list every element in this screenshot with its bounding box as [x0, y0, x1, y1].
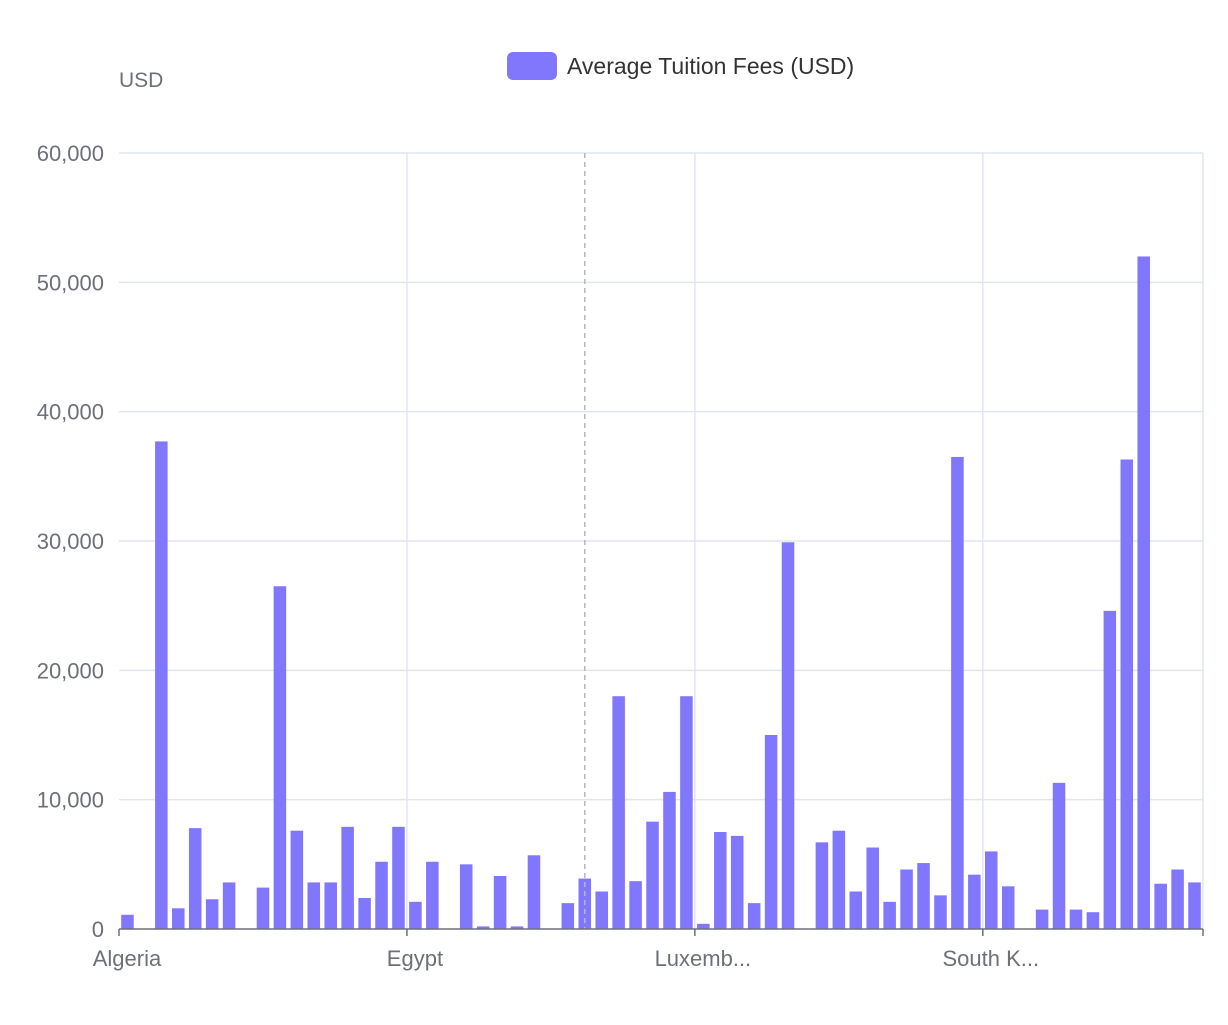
bar: [273, 586, 287, 929]
bar: [307, 882, 321, 929]
bar: [205, 899, 219, 929]
bar: [1103, 610, 1117, 929]
bar: [341, 826, 354, 929]
bar: [663, 791, 676, 929]
bar: [290, 830, 304, 929]
bar: [815, 842, 829, 929]
bar: [392, 826, 405, 929]
bar: [561, 903, 575, 929]
bar: [917, 863, 930, 929]
bar: [730, 835, 744, 929]
bar: [1069, 909, 1083, 929]
y-tick-label: 40,000: [37, 400, 104, 425]
x-tick-label: Algeria: [93, 946, 162, 971]
bar: [409, 901, 422, 929]
legend-label: Average Tuition Fees (USD): [567, 52, 855, 79]
bar: [172, 908, 185, 929]
bar: [375, 861, 388, 929]
bar: [1035, 909, 1049, 929]
bar: [832, 830, 846, 929]
bar: [595, 891, 608, 929]
bar: [188, 828, 202, 929]
bar: [1188, 882, 1201, 929]
bar: [900, 869, 913, 929]
bar: [1001, 886, 1015, 929]
bar: [1171, 869, 1184, 929]
bar: [714, 832, 727, 929]
y-tick-label: 30,000: [37, 529, 104, 554]
legend[interactable]: Average Tuition Fees (USD): [507, 50, 854, 82]
bar: [764, 735, 778, 929]
bar: [747, 903, 761, 929]
bar: [1052, 782, 1066, 929]
bar: [1086, 912, 1100, 929]
y-tick-label: 20,000: [37, 658, 104, 683]
bar: [883, 901, 896, 929]
y-tick-label: 10,000: [37, 788, 104, 813]
bar: [476, 926, 490, 929]
bar: [426, 861, 439, 929]
bar: [222, 882, 236, 929]
x-tick-label: South K...: [943, 946, 1040, 971]
bar: [1154, 883, 1167, 929]
bar: [697, 923, 710, 929]
bar: [680, 696, 693, 929]
bar: [155, 441, 168, 929]
bar: [459, 864, 473, 929]
y-axis-unit-label: USD: [119, 69, 164, 92]
bar: [934, 895, 947, 929]
bar: [985, 851, 998, 929]
y-tick-label: 60,000: [37, 141, 104, 166]
bar: [866, 847, 879, 929]
bar: [612, 696, 625, 929]
bar: [629, 881, 642, 929]
bar: [358, 897, 371, 929]
bar: [493, 875, 507, 929]
bar: [951, 456, 964, 929]
y-tick-label: 50,000: [37, 270, 104, 295]
bar: [849, 891, 863, 929]
x-tick-label: Luxemb...: [655, 946, 752, 971]
bar: [510, 926, 524, 929]
bar: [781, 542, 795, 929]
bar: [646, 821, 659, 929]
bar: [1120, 459, 1134, 929]
legend-swatch: [507, 52, 557, 80]
bar: [324, 882, 337, 929]
bar: [121, 914, 134, 929]
bar: [527, 855, 541, 929]
bar: [1137, 256, 1150, 929]
x-tick-label: Egypt: [387, 946, 443, 971]
bar: [256, 887, 270, 929]
y-tick-label: 0: [92, 917, 104, 942]
bar: [968, 874, 981, 929]
